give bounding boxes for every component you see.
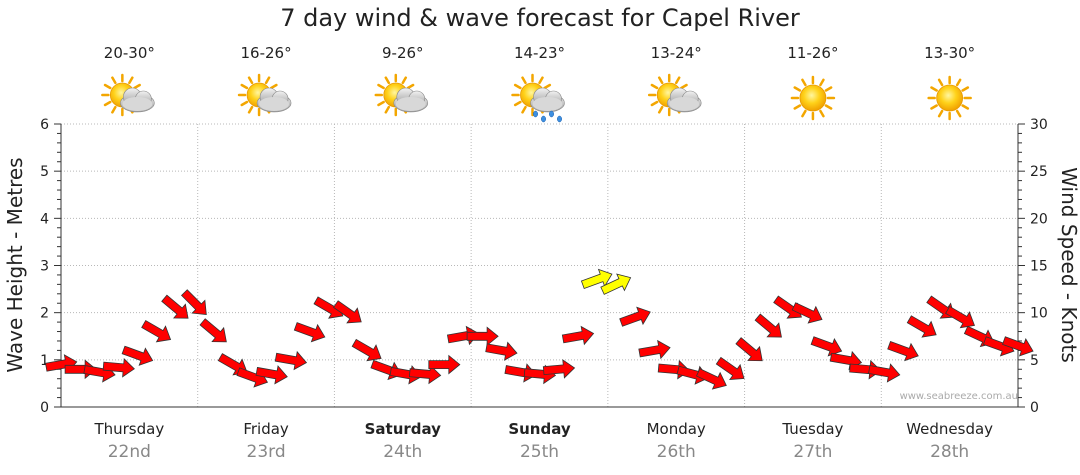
wind-arrow	[161, 294, 189, 319]
sunny-icon	[927, 75, 972, 121]
partly-cloudy-icon	[374, 73, 429, 117]
y-tick-label-right: 0	[1030, 400, 1039, 416]
wind-arrow	[887, 340, 919, 362]
wind-arrow	[561, 325, 595, 346]
y-tick-label-right: 25	[1030, 164, 1048, 180]
y-tick-label-left: 2	[40, 306, 49, 322]
y-tick-label-right: 10	[1030, 306, 1048, 322]
day-name-label: Tuesday	[782, 420, 844, 438]
day-name-label: Monday	[646, 420, 706, 438]
temperature-label: 13-24°	[650, 44, 702, 62]
y-axis-label-left: Wave Height - Metres	[3, 157, 27, 372]
wind-arrow	[695, 368, 727, 390]
chart-title: 7 day wind & wave forecast for Capel Riv…	[280, 4, 800, 32]
wind-arrow	[600, 273, 632, 295]
day-date-label: 28th	[930, 442, 970, 462]
weather-icons	[101, 73, 972, 123]
wind-arrow	[715, 356, 745, 381]
temperature-label: 14-23°	[513, 44, 566, 62]
wind-arrow	[1002, 336, 1034, 357]
wind-arrow	[542, 359, 576, 379]
day-name-label: Friday	[243, 420, 289, 438]
wind-arrow	[485, 341, 518, 361]
rain-icon	[511, 73, 565, 123]
wind-arrow	[868, 363, 901, 383]
wind-arrow	[619, 306, 651, 327]
wind-arrow	[408, 364, 442, 385]
y-tick-label-right: 30	[1030, 117, 1048, 133]
wind-arrow	[926, 295, 956, 319]
y-tick-label-left: 4	[40, 211, 49, 227]
partly-cloudy-icon	[237, 73, 292, 117]
wind-arrow	[141, 319, 172, 343]
y-tick-label-right: 15	[1030, 259, 1048, 275]
wind-arrow	[735, 337, 763, 362]
wind-arrow	[754, 313, 782, 338]
temperature-label: 9-26°	[382, 44, 424, 62]
wind-arrow	[293, 322, 326, 343]
y-tick-label-left: 3	[40, 259, 49, 275]
y-axis-label-right: Wind Speed - Knots	[1057, 167, 1080, 363]
day-name-label: Saturday	[364, 420, 441, 438]
wind-arrow	[121, 345, 154, 366]
y-tick-label-left: 5	[40, 164, 49, 180]
wind-arrow	[791, 302, 823, 324]
wind-arrow	[906, 315, 937, 338]
day-date-label: 26th	[656, 442, 696, 462]
partly-cloudy-icon	[647, 73, 702, 117]
wind-arrow	[255, 365, 288, 385]
day-name-label: Thursday	[94, 420, 165, 438]
temperature-label: 16-26°	[240, 44, 292, 62]
partly-cloudy-icon	[101, 73, 155, 117]
sunny-icon	[790, 75, 836, 121]
temperature-label: 11-26°	[787, 44, 839, 62]
wind-arrow	[199, 318, 227, 343]
wind-arrow	[332, 300, 362, 324]
day-date-label: 24th	[383, 442, 423, 462]
day-name-label: Sunday	[508, 420, 571, 438]
day-date-label: 23rd	[246, 442, 286, 462]
wind-arrow	[180, 289, 207, 315]
y-tick-label-right: 20	[1030, 211, 1048, 227]
wind-arrow	[102, 357, 135, 378]
day-date-label: 25th	[519, 442, 560, 462]
y-tick-label-right: 5	[1030, 353, 1039, 369]
y-tick-label-left: 0	[40, 400, 49, 416]
wind-arrow	[274, 350, 308, 371]
temperature-label: 13-30°	[924, 44, 976, 62]
wind-arrow	[466, 326, 499, 347]
temperature-label: 20-30°	[103, 44, 155, 62]
wind-arrow	[638, 339, 671, 360]
watermark: www.seabreeze.com.au	[899, 391, 1018, 402]
day-date-label: 22nd	[107, 442, 151, 462]
wind-arrow	[580, 268, 613, 290]
day-name-label: Wednesday	[906, 420, 994, 438]
y-tick-label-left: 1	[40, 353, 49, 369]
y-tick-label-left: 6	[40, 117, 49, 133]
day-date-label: 27th	[793, 442, 833, 462]
wind-arrow	[428, 354, 461, 375]
wind-arrow	[351, 338, 382, 362]
